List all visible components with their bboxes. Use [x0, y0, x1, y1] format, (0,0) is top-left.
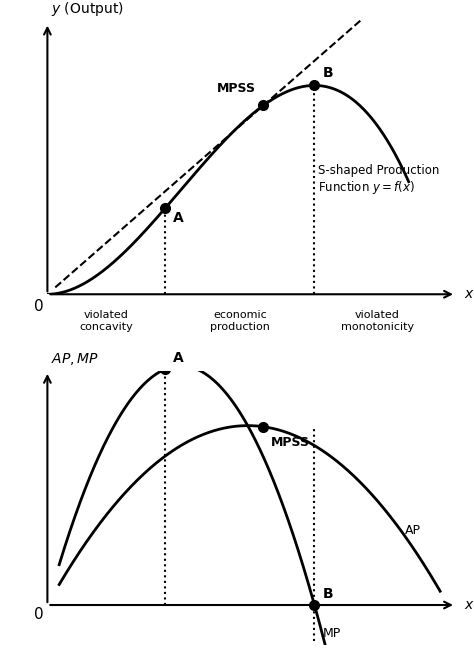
- Text: $x$ (Input): $x$ (Input): [464, 596, 474, 614]
- Text: MPSS: MPSS: [217, 82, 255, 95]
- Text: $y$ (Output): $y$ (Output): [51, 0, 124, 17]
- Text: 0: 0: [34, 300, 44, 314]
- Text: A: A: [173, 351, 184, 365]
- Text: violated
monotonicity: violated monotonicity: [341, 310, 414, 331]
- Text: violated
concavity: violated concavity: [80, 310, 133, 331]
- Text: $x$ (Input): $x$ (Input): [464, 286, 474, 303]
- Text: B: B: [322, 587, 333, 601]
- Text: B: B: [322, 67, 333, 80]
- Text: MP: MP: [322, 627, 341, 640]
- Text: S-shaped Production
Function $y = f(x)$: S-shaped Production Function $y = f(x)$: [319, 164, 440, 196]
- Text: 0: 0: [34, 607, 44, 622]
- Text: economic
production: economic production: [210, 310, 270, 331]
- Text: A: A: [173, 211, 184, 225]
- Text: MPSS: MPSS: [271, 435, 310, 449]
- Text: AP: AP: [405, 524, 421, 538]
- Text: $AP, MP$: $AP, MP$: [51, 351, 100, 366]
